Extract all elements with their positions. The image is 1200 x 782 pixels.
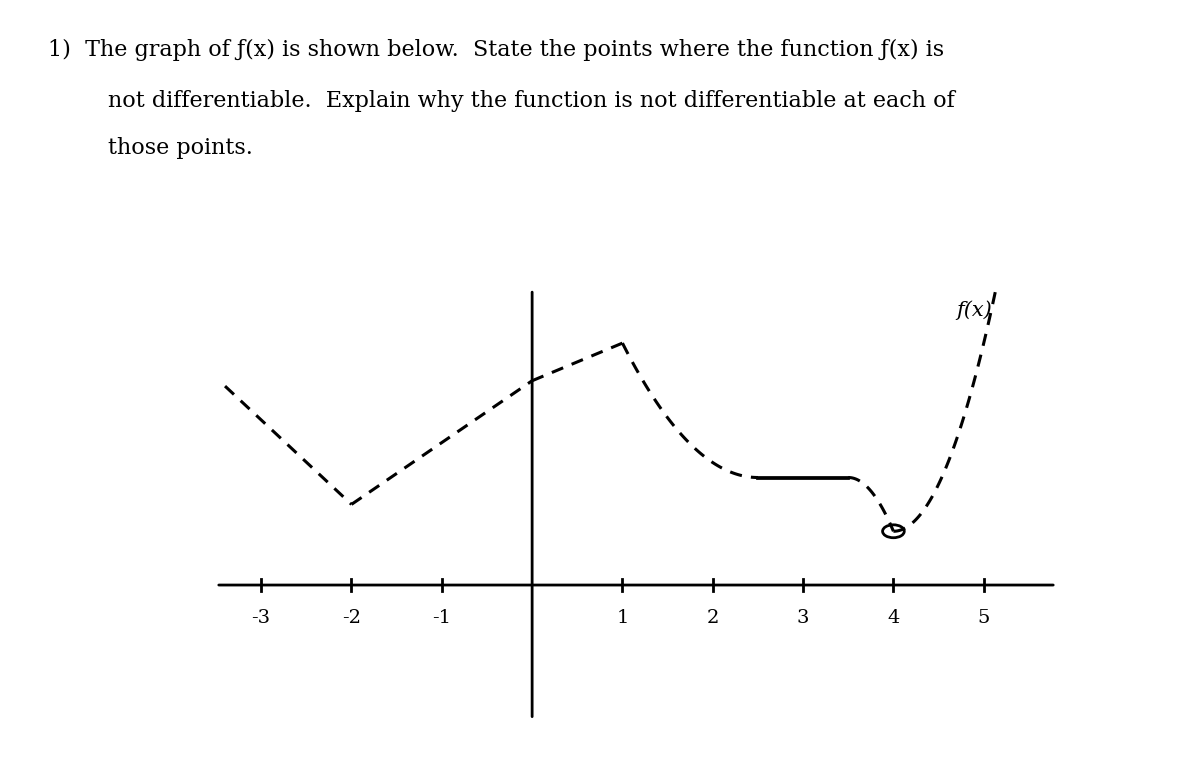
Text: -1: -1: [432, 609, 451, 627]
Text: those points.: those points.: [108, 137, 253, 159]
Text: 3: 3: [797, 609, 809, 627]
Text: f(x): f(x): [956, 300, 992, 320]
Text: 1: 1: [617, 609, 629, 627]
Text: -3: -3: [252, 609, 271, 627]
Text: not differentiable.  Explain why the function is not differentiable at each of: not differentiable. Explain why the func…: [108, 90, 955, 112]
Text: 4: 4: [887, 609, 900, 627]
Text: 2: 2: [707, 609, 719, 627]
Text: 5: 5: [978, 609, 990, 627]
Text: -2: -2: [342, 609, 361, 627]
Text: 1)  The graph of ƒ(x) is shown below.  State the points where the function ƒ(x) : 1) The graph of ƒ(x) is shown below. Sta…: [48, 39, 944, 61]
